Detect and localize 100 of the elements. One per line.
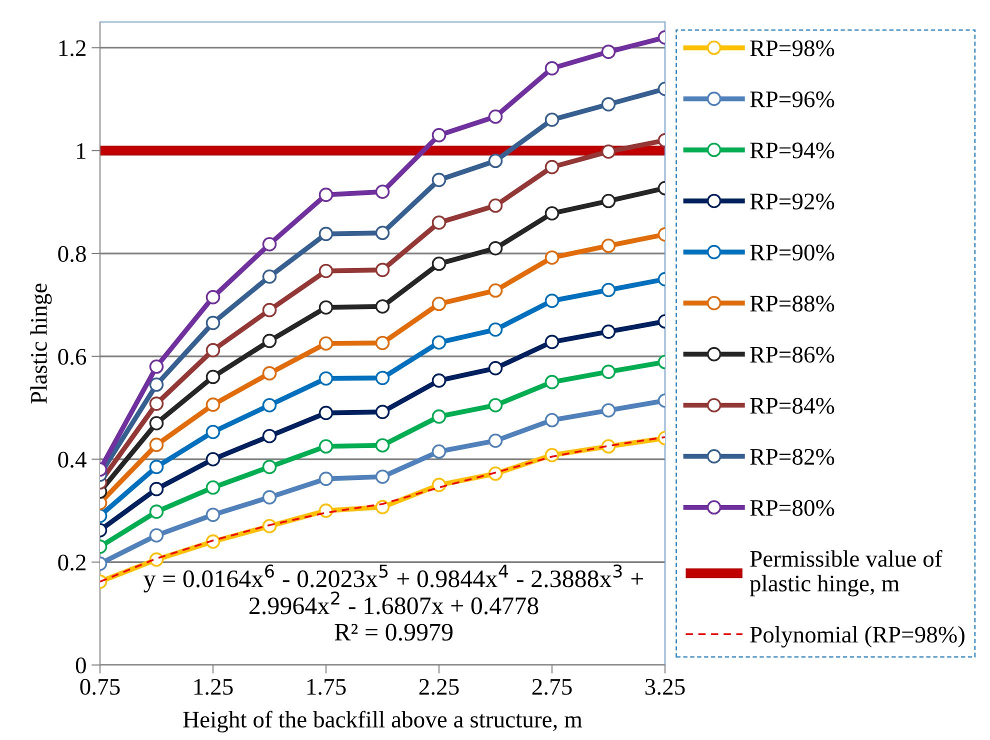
point (488, 198, 503, 213)
point (432, 215, 446, 230)
y-axis-title: Plastic hinge (30, 284, 52, 404)
point (149, 416, 164, 430)
point (318, 472, 334, 486)
x-tick-label: 2.25 (419, 678, 459, 695)
point (262, 490, 277, 504)
point (149, 528, 164, 543)
point (375, 438, 390, 453)
x-axis-title: Height of the backfill above a structure, m (183, 710, 582, 732)
point (262, 269, 277, 284)
x-tick-label: 1.75 (307, 678, 346, 695)
point (601, 364, 616, 379)
legend-label: RP=86% (750, 346, 834, 363)
point (488, 361, 503, 376)
point (601, 97, 616, 112)
legend-label: RP=88% (750, 296, 834, 312)
x-tick-label: 2.75 (532, 678, 572, 695)
point (262, 302, 277, 318)
point (318, 504, 334, 518)
point (318, 226, 334, 242)
point (206, 452, 220, 466)
legend-label: Permissible value of plastic hinge, m (750, 550, 942, 596)
point (601, 44, 616, 59)
point (206, 398, 220, 412)
point (262, 398, 277, 412)
y-tick-label: 0.6 (58, 348, 86, 365)
point (488, 322, 503, 337)
point (149, 460, 164, 474)
point (375, 184, 390, 199)
legend-label: RP=80% (750, 500, 834, 516)
point (206, 370, 220, 384)
point (149, 396, 164, 411)
point (262, 428, 277, 444)
point (375, 404, 390, 420)
legend-label: RP=84% (750, 398, 834, 414)
point (149, 377, 164, 392)
legend-label: RP=96% (750, 91, 834, 108)
point (206, 290, 220, 304)
point (318, 336, 334, 351)
point (544, 334, 560, 350)
point (601, 144, 616, 159)
point (601, 324, 616, 339)
point (544, 160, 560, 174)
y-tick-label: 0.8 (58, 246, 86, 262)
point (262, 334, 277, 348)
point (488, 398, 503, 412)
point (149, 482, 164, 496)
x-tick-label: 1.25 (194, 678, 233, 695)
x-tick-label: 0.75 (80, 678, 120, 695)
text: y = 0.0164x$^{6}$ - 0.2023x$^{5}$ + 0.9844x$^{4}$ - 2.3888x$^{3}$ + 2.9964x$^{2}$ - 1.6807x + 0.4778 R² = 0.9979 (144, 564, 644, 641)
point (432, 256, 446, 271)
point (262, 366, 277, 380)
x-tick-label: 3.25 (645, 678, 685, 695)
y-tick-label: 0.4 (58, 452, 86, 468)
point (544, 206, 560, 221)
point (432, 128, 446, 142)
legend-label: RP=90% (750, 244, 834, 261)
point (432, 373, 446, 388)
legend-label: RP=82% (750, 448, 834, 465)
point (488, 109, 503, 124)
point (488, 154, 503, 168)
legend-label: RP=94% (750, 142, 834, 158)
legend-label: RP=98% (750, 40, 834, 56)
y-tick-label: 0 (76, 657, 86, 674)
point (375, 336, 390, 350)
point (544, 112, 560, 127)
point (375, 226, 390, 240)
point (544, 61, 560, 76)
legend-label: Polynomial (RP=98%) (750, 626, 964, 648)
point (149, 359, 164, 374)
point (432, 172, 446, 188)
point (432, 478, 446, 492)
point (262, 460, 277, 474)
point (318, 439, 334, 454)
point (432, 335, 446, 350)
point (544, 250, 560, 265)
point (488, 434, 503, 448)
point (318, 406, 334, 420)
point (206, 316, 220, 330)
point (206, 480, 220, 495)
point (432, 444, 446, 459)
point (375, 262, 390, 278)
point (375, 299, 390, 314)
point (206, 424, 220, 440)
point (149, 438, 164, 452)
point (432, 409, 446, 424)
point (432, 296, 446, 312)
point (206, 508, 220, 522)
y-tick-label: 1 (77, 143, 86, 159)
point (601, 194, 616, 208)
point (544, 412, 560, 428)
point (601, 282, 616, 298)
point (488, 283, 503, 298)
point (262, 237, 277, 252)
point (601, 403, 616, 418)
point (206, 343, 220, 358)
point (318, 371, 334, 386)
y-tick-label: 0.2 (58, 554, 86, 571)
point (318, 264, 334, 278)
